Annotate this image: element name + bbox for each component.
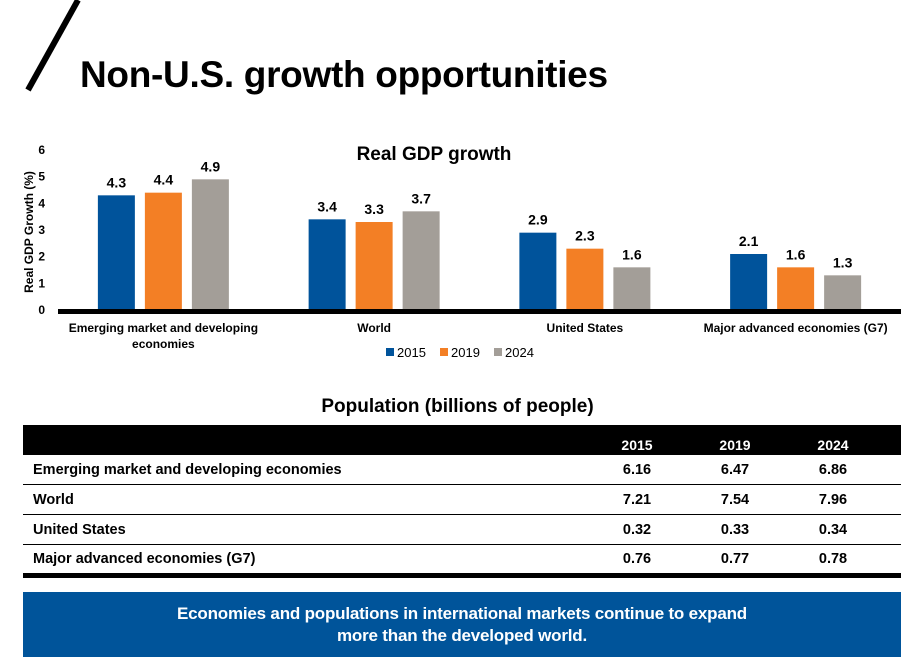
cell-2024: 6.86 — [784, 455, 882, 485]
population-table: 2015 2019 2024 Emerging market and devel… — [23, 425, 901, 578]
data-label: 4.3 — [107, 174, 127, 190]
data-label: 4.9 — [201, 158, 221, 174]
x-tick-label: Major advanced economies (G7) — [704, 321, 888, 335]
table-header-row: 2015 2019 2024 — [23, 425, 901, 455]
bar-2019 — [566, 248, 604, 310]
table-row: United States 0.32 0.33 0.34 — [23, 514, 901, 545]
legend-label-2024: 2024 — [505, 345, 534, 360]
gdp-bar-chart: Real GDP growth Real GDP Growth (%) 0 1 2 3… — [22, 143, 901, 360]
y-tick-label: 5 — [38, 170, 45, 184]
data-label: 2.3 — [575, 228, 595, 244]
bar-2019 — [777, 267, 815, 310]
header-2015: 2015 — [588, 425, 686, 455]
legend-label-2019: 2019 — [451, 345, 480, 360]
row-name: Major advanced economies (G7) — [23, 544, 588, 578]
data-label: 1.3 — [833, 254, 853, 270]
x-tick-label: economies — [132, 337, 195, 351]
legend-label-2015: 2015 — [397, 345, 426, 360]
cell-2019: 0.33 — [686, 514, 784, 545]
data-label: 1.6 — [786, 246, 806, 262]
cell-2015: 0.32 — [588, 514, 686, 545]
cell-2024: 7.96 — [784, 484, 882, 515]
cell-2019: 7.54 — [686, 484, 784, 515]
bar-2019 — [144, 192, 182, 310]
bar-2015 — [308, 219, 346, 310]
legend-swatch-2019 — [440, 348, 448, 356]
data-label: 1.6 — [622, 246, 642, 262]
decorative-slash-icon — [25, 0, 81, 92]
data-label: 4.4 — [154, 172, 174, 188]
legend: 2015 2019 2024 — [386, 345, 534, 360]
y-axis-label: Real GDP Growth (%) — [22, 171, 36, 293]
data-label: 2.9 — [528, 212, 548, 228]
y-axis-ticks: 0 1 2 3 4 5 6 — [38, 143, 45, 317]
y-tick-label: 6 — [38, 143, 45, 157]
y-tick-label: 2 — [38, 250, 45, 264]
cell-2019: 6.47 — [686, 455, 784, 485]
row-name: World — [23, 484, 588, 515]
y-tick-label: 4 — [38, 196, 45, 210]
table-row: World 7.21 7.54 7.96 — [23, 484, 901, 515]
y-tick-label: 3 — [38, 223, 45, 237]
bar-2015 — [730, 254, 768, 310]
row-name: Emerging market and developing economies — [23, 455, 588, 485]
data-label: 3.7 — [411, 190, 431, 206]
bar-2019 — [355, 222, 393, 310]
header-name — [23, 425, 588, 455]
data-label: 3.4 — [317, 198, 337, 214]
x-tick-label: World — [357, 321, 391, 335]
bar-2024 — [613, 267, 651, 310]
table-row: Emerging market and developing economies… — [23, 455, 901, 485]
cell-2019: 0.77 — [686, 544, 784, 578]
bar-2015 — [97, 195, 135, 310]
banner-line-2: more than the developed world. — [337, 625, 587, 645]
banner-line-1: Economies and populations in internation… — [177, 603, 747, 623]
page-title: Non-U.S. growth opportunities — [80, 54, 608, 95]
header-2019: 2019 — [686, 425, 784, 455]
bar-2024 — [824, 275, 862, 310]
cell-2015: 0.76 — [588, 544, 686, 578]
x-axis-line — [58, 309, 901, 314]
bar-2024 — [191, 179, 229, 310]
cell-2024: 0.78 — [784, 544, 882, 578]
cell-2024: 0.34 — [784, 514, 882, 545]
x-tick-label: United States — [547, 321, 624, 335]
data-label: 3.3 — [364, 201, 384, 217]
legend-swatch-2024 — [494, 348, 502, 356]
x-tick-label: Emerging market and developing — [69, 321, 258, 335]
cell-2015: 6.16 — [588, 455, 686, 485]
summary-banner: Economies and populations in internation… — [23, 592, 901, 657]
x-axis-labels: Emerging market and developing economies W… — [69, 321, 888, 351]
header-2024: 2024 — [784, 425, 882, 455]
chart-title: Real GDP growth — [357, 144, 512, 165]
y-tick-label: 0 — [38, 303, 45, 317]
legend-swatch-2015 — [386, 348, 394, 356]
bar-2015 — [519, 232, 557, 310]
bar-2024 — [402, 211, 440, 310]
y-tick-label: 1 — [38, 276, 45, 290]
row-name: United States — [23, 514, 588, 545]
population-table-title: Population (billions of people) — [321, 396, 594, 417]
data-label: 2.1 — [739, 233, 759, 249]
bars: 4.3 4.4 4.9 3.4 3.3 3.7 2.9 2.3 1.6 2.1 1.6 1.3 — [97, 158, 862, 310]
table-row: Major advanced economies (G7) 0.76 0.77 … — [23, 544, 901, 578]
cell-2015: 7.21 — [588, 484, 686, 515]
